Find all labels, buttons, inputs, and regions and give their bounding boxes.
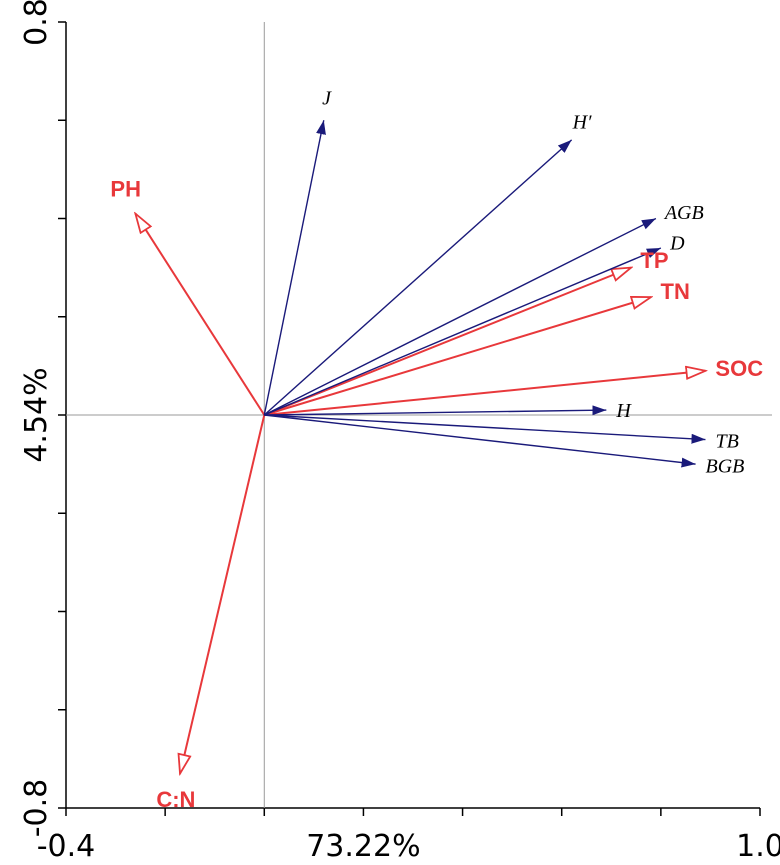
d-vector-arrow bbox=[264, 247, 662, 416]
y-axis-title: 4.54% bbox=[19, 367, 54, 462]
agb-vector-arrow bbox=[263, 217, 657, 416]
x-tick-label: -0.4 bbox=[37, 829, 96, 864]
ph-vector-arrow bbox=[135, 214, 266, 416]
y-tick-label: 0.8 bbox=[19, 0, 54, 46]
tb-vector-arrow bbox=[264, 414, 706, 444]
tn-vector-label: TN bbox=[661, 279, 690, 304]
ph-vector-label: PH bbox=[110, 176, 141, 201]
soc-vector-label: SOC bbox=[715, 356, 763, 381]
agb-vector-label: AGB bbox=[663, 202, 704, 224]
soc-vector-arrow bbox=[264, 371, 705, 416]
h-vector-arrow bbox=[264, 405, 607, 416]
tp-vector-label: TP bbox=[640, 248, 668, 273]
j-vector-label: J bbox=[322, 88, 332, 110]
tb-vector-label: TB bbox=[715, 430, 738, 452]
h-vector-arrow bbox=[263, 139, 573, 416]
c-n-vector-label: C:N bbox=[156, 787, 195, 812]
tn-vector-arrow bbox=[263, 297, 651, 416]
x-tick-label: 1.0 bbox=[736, 829, 780, 864]
y-tick-label: -0.8 bbox=[19, 779, 54, 838]
c-n-vector-arrow bbox=[180, 414, 266, 774]
bgb-vector-arrow bbox=[264, 414, 696, 468]
h-vector-label: H bbox=[615, 400, 632, 422]
d-vector-label: D bbox=[669, 233, 685, 255]
x-axis-title: 73.22% bbox=[306, 829, 420, 864]
tp-vector-arrow bbox=[263, 268, 631, 416]
h-vector-label: H′ bbox=[572, 112, 592, 134]
j-vector-arrow bbox=[263, 120, 326, 416]
bgb-vector-label: BGB bbox=[705, 456, 744, 478]
